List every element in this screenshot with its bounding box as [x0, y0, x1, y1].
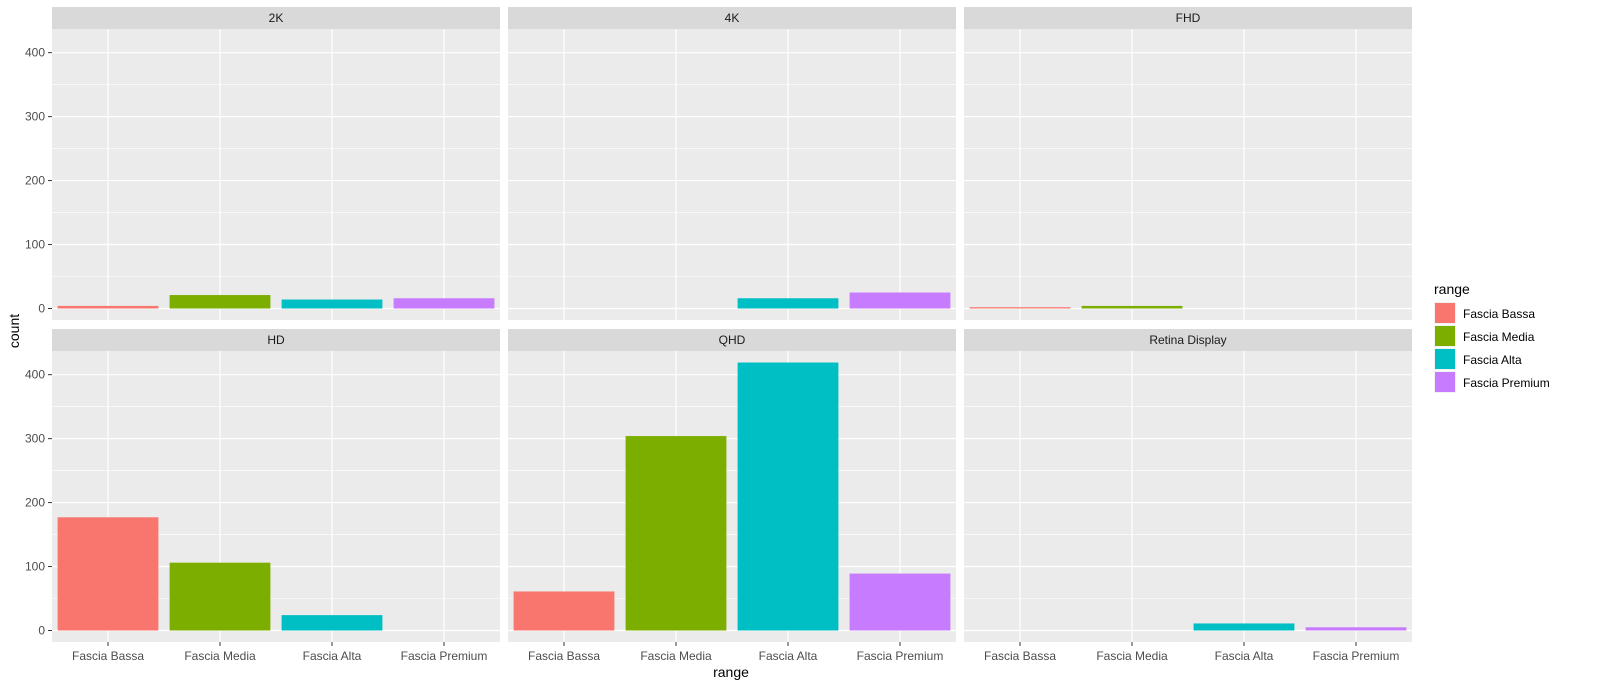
bar	[1305, 627, 1407, 631]
bar	[1081, 305, 1183, 309]
facet-panel: QHD	[508, 329, 956, 642]
panel-background	[964, 29, 1412, 320]
panel-background	[964, 351, 1412, 642]
y-tick-label: 100	[25, 560, 45, 574]
x-axes: Fascia Bassa Fascia Media Fascia Alta Fasci…	[72, 642, 1399, 663]
facet-strip-label: Retina Display	[1149, 333, 1226, 347]
x-tick-label: Fascia Premium	[857, 649, 944, 663]
facet-panels: 2K 4K FHD HD QHD Retina Display	[52, 7, 1412, 642]
facet-strip	[964, 329, 1412, 351]
facet-strip-label: QHD	[719, 333, 746, 347]
bar	[625, 436, 727, 631]
x-tick-label: Fascia Media	[640, 649, 712, 663]
bar	[169, 295, 271, 309]
bar	[849, 573, 951, 631]
legend-label: Fascia Media	[1463, 330, 1535, 344]
x-axis-title: range	[713, 664, 749, 680]
bar	[57, 517, 159, 631]
facet-panel: FHD	[964, 7, 1412, 320]
legend-title: range	[1434, 281, 1470, 297]
legend-label: Fascia Bassa	[1463, 307, 1535, 321]
facet-strip-label: 4K	[725, 11, 740, 25]
facet-panel: HD	[52, 329, 500, 642]
y-tick-label: 400	[25, 368, 45, 382]
facet-strip	[508, 329, 956, 351]
bar	[169, 562, 271, 631]
x-tick-label: Fascia Media	[184, 649, 256, 663]
x-tick-label: Fascia Alta	[1215, 649, 1274, 663]
legend-swatch	[1435, 326, 1455, 346]
x-tick-label: Fascia Bassa	[528, 649, 600, 663]
legend-swatch	[1435, 349, 1455, 369]
bar	[281, 615, 383, 631]
y-tick-label: 0	[38, 301, 45, 315]
y-axis-title: count	[6, 314, 22, 348]
facet-strip-label: HD	[267, 333, 285, 347]
bar	[969, 307, 1071, 309]
bar	[737, 362, 839, 631]
y-tick-label: 100	[25, 238, 45, 252]
bar	[393, 298, 495, 309]
y-tick-label: 200	[25, 174, 45, 188]
bar	[281, 299, 383, 309]
facet-strip	[964, 7, 1412, 29]
legend-label: Fascia Alta	[1463, 353, 1522, 367]
panel-background	[52, 29, 500, 320]
facet-strip-label: 2K	[269, 11, 284, 25]
x-tick-label: Fascia Bassa	[72, 649, 144, 663]
y-axes: 0 100 200 300 400 0 100 200 300 400	[25, 46, 52, 637]
bar	[57, 305, 159, 309]
facet-strip-label: FHD	[1176, 11, 1201, 25]
facet-strip	[52, 7, 500, 29]
facet-panel: 2K	[52, 7, 500, 320]
facet-strip	[52, 329, 500, 351]
x-tick-label: Fascia Alta	[759, 649, 818, 663]
x-tick-label: Fascia Bassa	[984, 649, 1056, 663]
bar	[737, 298, 839, 309]
facet-panel: 4K	[508, 7, 956, 320]
x-tick-label: Fascia Alta	[303, 649, 362, 663]
bar	[1193, 623, 1295, 631]
bar	[849, 292, 951, 309]
legend-swatch	[1435, 303, 1455, 323]
y-tick-label: 400	[25, 46, 45, 60]
x-tick-label: Fascia Premium	[401, 649, 488, 663]
legend: range Fascia Bassa Fascia Media Fascia Alt…	[1434, 281, 1550, 393]
y-tick-label: 200	[25, 496, 45, 510]
y-tick-label: 0	[38, 623, 45, 637]
x-tick-label: Fascia Premium	[1313, 649, 1400, 663]
x-tick-label: Fascia Media	[1096, 649, 1168, 663]
panel-background	[508, 29, 956, 320]
y-tick-label: 300	[25, 432, 45, 446]
legend-swatch	[1435, 372, 1455, 392]
facet-panel: Retina Display	[964, 329, 1412, 642]
bar	[513, 591, 615, 631]
y-tick-label: 300	[25, 110, 45, 124]
facet-strip	[508, 7, 956, 29]
legend-label: Fascia Premium	[1463, 376, 1550, 390]
